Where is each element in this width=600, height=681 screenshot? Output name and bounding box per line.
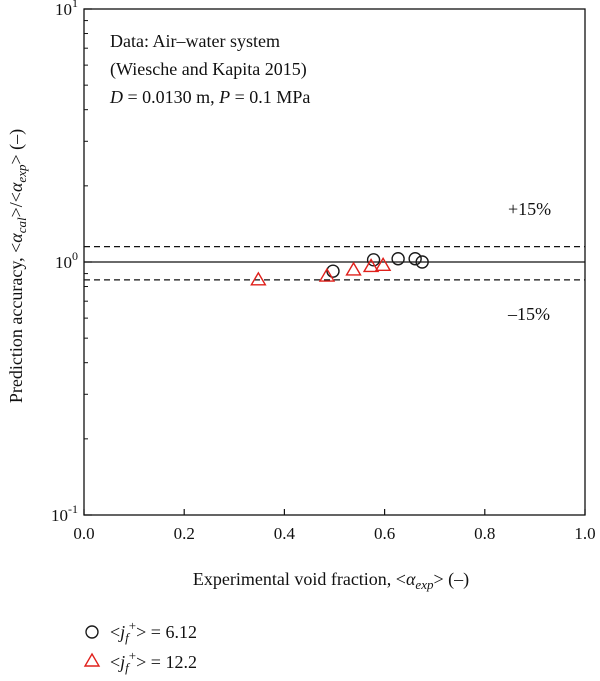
plus-15-label: +15% — [508, 199, 551, 219]
data-point-circle — [408, 252, 422, 266]
data-point-circle — [391, 252, 405, 266]
data-point-triangle — [374, 256, 392, 272]
x-tick-label: 1.0 — [574, 524, 595, 543]
data-point-circle — [366, 253, 381, 267]
x-tick-label: 0.8 — [474, 524, 495, 543]
y-tick-label: 100 — [55, 249, 78, 272]
annotation-line-1: Data: Air–water system — [110, 31, 280, 51]
data-point-triangle — [318, 267, 336, 282]
data-point-circle — [415, 255, 429, 269]
legend-label-series-2: <jf+> = 12.2 — [110, 648, 197, 675]
y-axis-title: Prediction accuracy, <αcal>/<αexp> (–) — [6, 129, 29, 403]
x-tick-label: 0.2 — [174, 524, 195, 543]
chart-dynamic-layer: 0.0 0.2 0.4 0.6 0.8 1.0 10-1 100 101 — [51, 0, 596, 543]
legend: <jf+> = 6.12 <jf+> = 12.2 — [83, 618, 197, 675]
annotation-line-2: (Wiesche and Kapita 2015) — [110, 59, 307, 80]
x-axis-title: Experimental void fraction, <αexp> (–) — [193, 569, 469, 592]
minus-15-label: –15% — [507, 304, 550, 324]
annotation-line-3: D = 0.0130 m, P = 0.1 MPa — [109, 87, 310, 107]
y-tick-label: 101 — [55, 0, 78, 19]
data-point-circle — [326, 264, 340, 278]
data-point-triangle — [345, 261, 362, 276]
x-tick-label: 0.4 — [274, 524, 296, 543]
legend-marker-triangle — [83, 652, 101, 667]
legend-marker-circle — [85, 625, 99, 639]
y-tick-label: 10-1 — [51, 502, 78, 525]
data-point-triangle — [250, 271, 267, 286]
x-tick-label: 0.6 — [374, 524, 395, 543]
x-tick-label: 0.0 — [73, 524, 94, 543]
data-point-triangle — [362, 258, 380, 273]
legend-label-series-1: <jf+> = 6.12 — [110, 618, 197, 645]
